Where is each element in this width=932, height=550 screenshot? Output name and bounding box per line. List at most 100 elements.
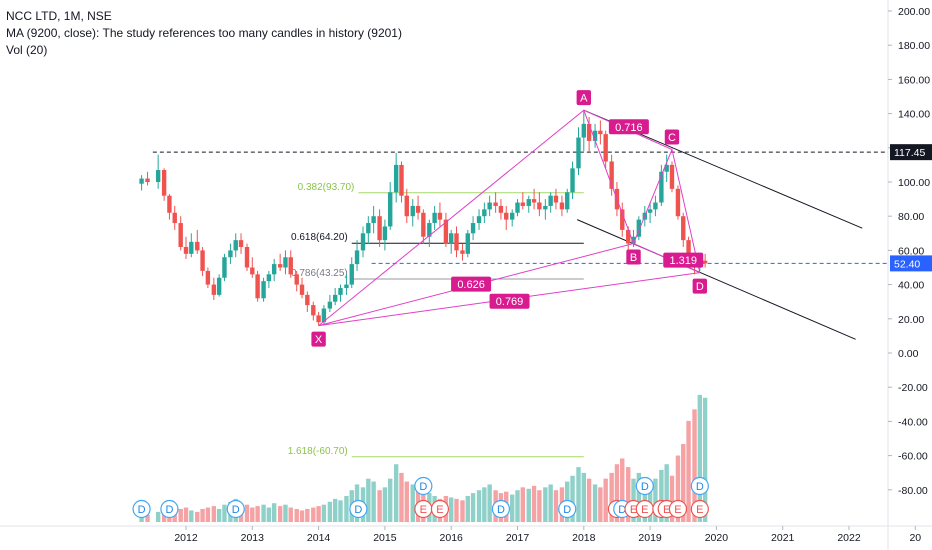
candle-body [222,257,227,278]
volume-bar [520,487,526,522]
candle-body [316,315,321,323]
dividend-marker[interactable] [349,499,368,519]
volume-bar [576,467,581,522]
candle-body [277,264,283,268]
volume-bar [366,478,371,522]
harmonic-ratio-label: 0.626 [457,279,485,291]
volume-bar [145,514,150,522]
earnings-marker[interactable] [690,499,709,519]
candle-body [200,250,205,271]
candle-body [586,123,592,141]
ma-indicator-label[interactable]: MA (9200, close): The study references t… [6,26,402,40]
candle-body [183,246,189,254]
volume-bar [598,487,603,522]
volume-indicator-label[interactable]: Vol (20) [6,43,48,57]
candle-body [702,260,708,264]
earnings-marker-label[interactable]: E [674,504,681,516]
dividend-marker-label[interactable]: D [165,504,173,516]
dividend-marker[interactable] [558,499,577,519]
candle-body [681,216,686,241]
dividend-marker-label[interactable]: D [641,481,649,493]
earnings-marker-label[interactable]: E [420,504,427,516]
dividend-marker-label[interactable]: D [563,504,571,516]
candle-body [537,202,542,210]
y-tick-label: -80.00 [898,485,928,497]
volume-bar [460,500,465,522]
y-tick-label: 40.00 [898,280,924,292]
volume-bar [222,504,227,522]
earnings-marker-label[interactable]: E [641,504,648,516]
dividend-marker-label[interactable]: D [497,504,505,516]
candle-body [592,130,598,141]
earnings-marker[interactable] [668,499,688,519]
y-tick-label: 0.00 [898,348,919,360]
candle-body [631,236,636,244]
y-tick-label: 160.00 [898,74,930,86]
symbol-title[interactable]: NCC LTD, 1M, NSE [6,9,112,23]
earnings-marker[interactable] [430,499,450,519]
harmonic-ratio-label-bg [608,119,649,135]
earnings-marker-label[interactable]: E [696,504,703,516]
candle-body [565,192,570,210]
candle-body [349,264,354,285]
candle-body [543,205,548,210]
candle-body [570,168,575,193]
candle-body [410,205,415,217]
dividend-marker-label[interactable]: D [138,504,146,516]
volume-bar [311,507,316,522]
candle-body [399,164,404,196]
volume-bar [449,497,454,522]
dividend-marker-label[interactable]: D [696,481,704,493]
dividend-marker-label[interactable]: D [354,504,362,516]
volume-bar [266,507,272,522]
dividend-marker-label[interactable]: D [618,504,626,516]
y-tick-label: 20.00 [898,314,924,326]
earnings-marker-label[interactable]: E [436,504,443,516]
dividend-marker[interactable] [690,476,709,496]
x-tick-label: 2022 [837,532,861,544]
volume-bar [675,455,681,522]
volume-bar [172,511,177,522]
x-tick-label: 2019 [638,532,662,544]
candle-body [415,205,421,213]
y-tick-label: 200.00 [898,6,930,18]
candle-body [460,250,465,254]
volume-bar [702,397,708,522]
volume-bar [581,472,586,522]
volume-bar [454,498,459,522]
fib-level-label: 0.382(93.70) [298,182,355,193]
candle-body [255,274,260,299]
volume-bar [261,504,266,522]
volume-bar [344,496,349,522]
dividend-marker[interactable] [635,476,654,496]
candle-body [332,294,338,302]
candle-body [404,195,409,217]
dividend-marker[interactable] [414,476,433,496]
dividend-marker[interactable] [226,499,245,519]
y-tick-label: 140.00 [898,109,930,121]
volume-bar [200,509,205,522]
dividend-marker[interactable] [160,499,179,519]
harmonic-ratio-label-bg [489,293,530,309]
volume-bar [614,464,620,522]
dividend-marker-label[interactable]: D [419,481,427,493]
earnings-marker-label[interactable]: E [630,504,637,516]
volume-bar [178,509,183,522]
earnings-marker-label[interactable]: E [663,504,670,516]
candle-body [299,284,305,295]
volume-bar [664,464,669,522]
volume-bar [299,510,305,522]
harmonic-point-x-bg [311,331,326,347]
volume-bar [586,478,592,522]
candle-body [338,288,343,295]
volume-bar [692,409,697,522]
dividend-marker[interactable] [491,499,511,519]
candle-body [465,233,470,254]
candle-body [603,134,608,162]
dividend-marker-label[interactable]: D [232,504,240,516]
volume-bar [476,490,482,522]
candle-body [311,305,316,316]
dividend-marker[interactable] [132,499,151,519]
harmonic-point-x: X [315,334,323,346]
